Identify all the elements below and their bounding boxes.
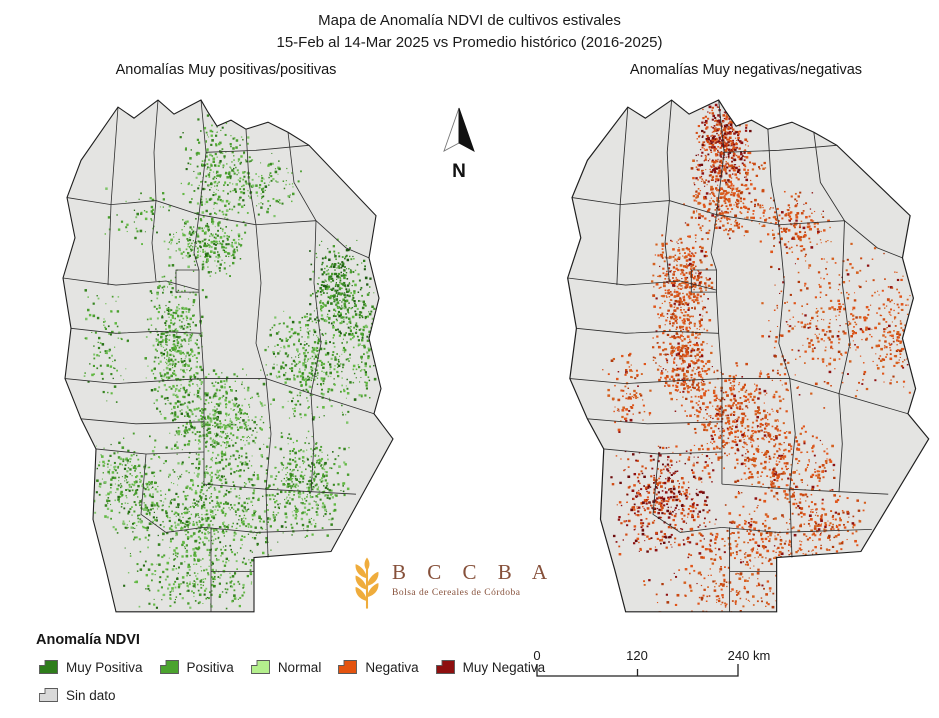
- right-map-subtitle: Anomalías Muy negativas/negativas: [629, 62, 863, 78]
- scale-bar: 0 120 240 km: [533, 648, 771, 677]
- legend-swatch: [159, 660, 179, 674]
- legend-item-positiva: Positiva: [159, 659, 234, 675]
- legend-item-label: Sin dato: [66, 687, 116, 703]
- positive-dots-layer: [83, 114, 386, 610]
- positive-anomaly-map: [62, 99, 394, 613]
- left-map-subtitle: Anomalías Muy positivas/positivas: [115, 62, 337, 78]
- legend-item-label: Positiva: [186, 659, 234, 675]
- figure-title: Mapa de Anomalía NDVI de cultivos estiva…: [0, 10, 939, 54]
- legend-item-label: Normal: [277, 659, 322, 675]
- legend-item-normal: Normal: [250, 659, 322, 675]
- logo-name: Bolsa de Cereales de Córdoba: [392, 588, 521, 598]
- legend-swatch: [39, 688, 58, 702]
- negative-anomaly-map: [567, 99, 930, 613]
- scale-label-0: 0: [533, 648, 540, 663]
- legend-item-negativa: Negativa: [337, 659, 419, 675]
- north-arrow-icon: [443, 107, 475, 152]
- north-arrow-label: N: [452, 161, 466, 182]
- north-arrow: N: [438, 106, 480, 183]
- logo-acronym: B C C B A: [392, 560, 556, 584]
- figure-title-line1: Mapa de Anomalía NDVI de cultivos estiva…: [318, 12, 621, 29]
- bccba-logo: B C C B A Bolsa de Cereales de Córdoba: [350, 556, 555, 612]
- legend-item-label: Muy Negativa: [462, 659, 546, 675]
- scale-label-240: 240 km: [728, 648, 771, 663]
- wheat-icon: [355, 557, 379, 609]
- scale-label-120: 120: [626, 648, 648, 663]
- legend-swatch: [39, 660, 58, 674]
- legend-item-label: Negativa: [365, 659, 419, 675]
- legend-title: Anomalía NDVI: [36, 632, 140, 648]
- legend-item-sin-dato: Sin dato: [38, 687, 116, 703]
- legend-swatch: [338, 660, 358, 674]
- legend-item-muy-positiva: Muy Positiva: [38, 659, 143, 675]
- legend-swatch: [250, 660, 270, 674]
- figure-title-line2: 15-Feb al 14-Mar 2025 vs Promedio histór…: [276, 34, 663, 51]
- legend-swatch: [435, 660, 455, 674]
- legend-item-muy-negativa: Muy Negativa: [435, 659, 546, 675]
- legend-row-1: Muy Positiva Positiva Normal Negativa Muy Ne…: [38, 659, 545, 675]
- legend-item-label: Muy Positiva: [66, 659, 143, 675]
- legend-row-2: Sin dato: [38, 687, 116, 703]
